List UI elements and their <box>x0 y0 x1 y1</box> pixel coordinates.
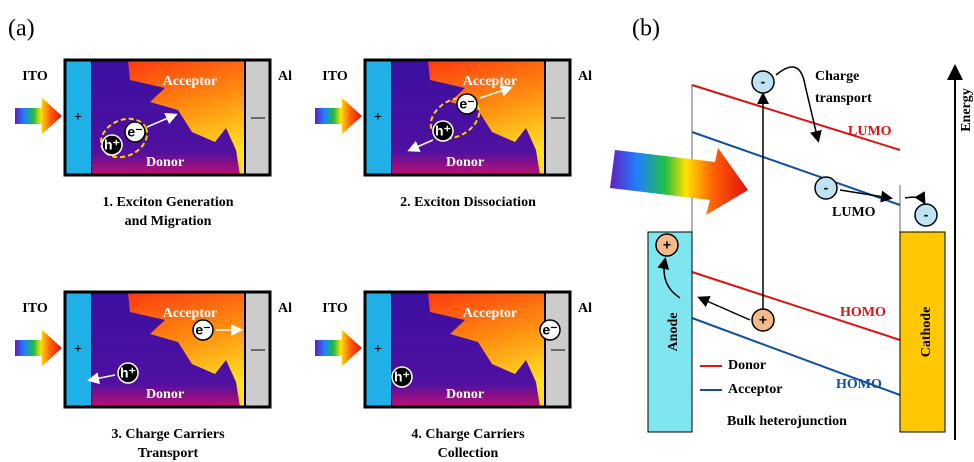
caption: Transport <box>138 446 199 461</box>
homo-acceptor-label: HOMO <box>836 377 882 392</box>
light-arrow <box>315 330 362 366</box>
legend-label: Donor <box>728 358 766 373</box>
hole-label: + <box>663 237 671 253</box>
step-panel: ITO Al + — Acceptor Donor h⁺ e⁻ 4. Charge Carrie… <box>315 292 592 461</box>
donor-label: Donor <box>446 155 484 170</box>
homo-donor-label: HOMO <box>840 305 886 320</box>
carrier-label: e⁻ <box>127 124 142 140</box>
al-label: Al <box>278 69 292 84</box>
electron-label: - <box>824 180 829 196</box>
carrier-label: e⁻ <box>542 322 557 338</box>
panel-label: (a) <box>8 16 35 42</box>
acceptor-label: Acceptor <box>163 306 217 321</box>
step-panel: ITO Al + — Acceptor Donor h⁺ e⁻ 1. Exciton Gener… <box>15 60 292 229</box>
electron-label: - <box>761 74 766 90</box>
lumo-donor-label: LUMO <box>848 124 892 139</box>
panel-label: (b) <box>632 16 660 42</box>
step-panel: ITO Al + — Acceptor Donor e⁻ h⁺ 3. Charge Carrie… <box>15 292 292 461</box>
caption: Collection <box>438 446 499 461</box>
energy-diagram: Charge transport LUMO LUMO HOMO HOMO Don… <box>610 67 974 440</box>
charge-transport-label: transport <box>815 91 872 106</box>
carrier-label: h⁺ <box>104 137 120 153</box>
legend-label: Acceptor <box>728 382 782 397</box>
caption: 2. Exciton Dissociation <box>400 195 536 210</box>
cathode-sign: — <box>550 342 566 357</box>
carrier-label: h⁺ <box>120 365 136 381</box>
carrier-label: e⁻ <box>459 96 474 112</box>
al-label: Al <box>578 69 592 84</box>
anode-sign: + <box>374 110 382 125</box>
caption: 3. Charge Carriers <box>111 427 225 442</box>
cathode-sign: — <box>550 110 566 125</box>
hole-label: + <box>759 312 767 328</box>
electron-label: - <box>924 207 929 223</box>
al-label: Al <box>278 301 292 316</box>
acceptor-label: Acceptor <box>463 306 517 321</box>
anode-label: Anode <box>666 313 681 352</box>
ito-label: ITO <box>22 69 48 84</box>
acceptor-label: Acceptor <box>163 74 217 89</box>
charge-transport-label: Charge <box>815 69 859 84</box>
donor-label: Donor <box>146 387 184 402</box>
cathode-sign: — <box>250 110 266 125</box>
carrier-label: e⁻ <box>195 322 210 338</box>
ito-label: ITO <box>322 69 348 84</box>
cathode-label: Cathode <box>919 307 934 358</box>
step-panel: ITO Al + — Acceptor Donor e⁻ h⁺ 2. Exciton Disso… <box>315 60 592 210</box>
al-label: Al <box>578 301 592 316</box>
anode-sign: + <box>74 342 82 357</box>
light-arrow <box>610 148 748 215</box>
donor-label: Donor <box>446 387 484 402</box>
figure: (a) (b) ITO Al + — Acceptor Donor h⁺ e⁻ 1. Excit… <box>0 0 974 462</box>
caption: Bulk heterojunction <box>727 414 847 429</box>
energy-label: Energy <box>959 88 974 132</box>
caption: 4. Charge Carriers <box>411 427 525 442</box>
ito-label: ITO <box>322 301 348 316</box>
caption: and Migration <box>125 214 212 229</box>
lumo-acceptor-label: LUMO <box>832 205 876 220</box>
light-arrow <box>15 330 62 366</box>
anode-sign: + <box>74 110 82 125</box>
acceptor-label: Acceptor <box>463 74 517 89</box>
caption: 1. Exciton Generation <box>102 195 233 210</box>
ito-label: ITO <box>22 301 48 316</box>
light-arrow <box>15 98 62 134</box>
light-arrow <box>315 98 362 134</box>
donor-label: Donor <box>146 155 184 170</box>
cathode-sign: — <box>250 342 266 357</box>
anode-sign: + <box>374 342 382 357</box>
carrier-label: h⁺ <box>394 369 410 385</box>
carrier-label: h⁺ <box>435 123 451 139</box>
